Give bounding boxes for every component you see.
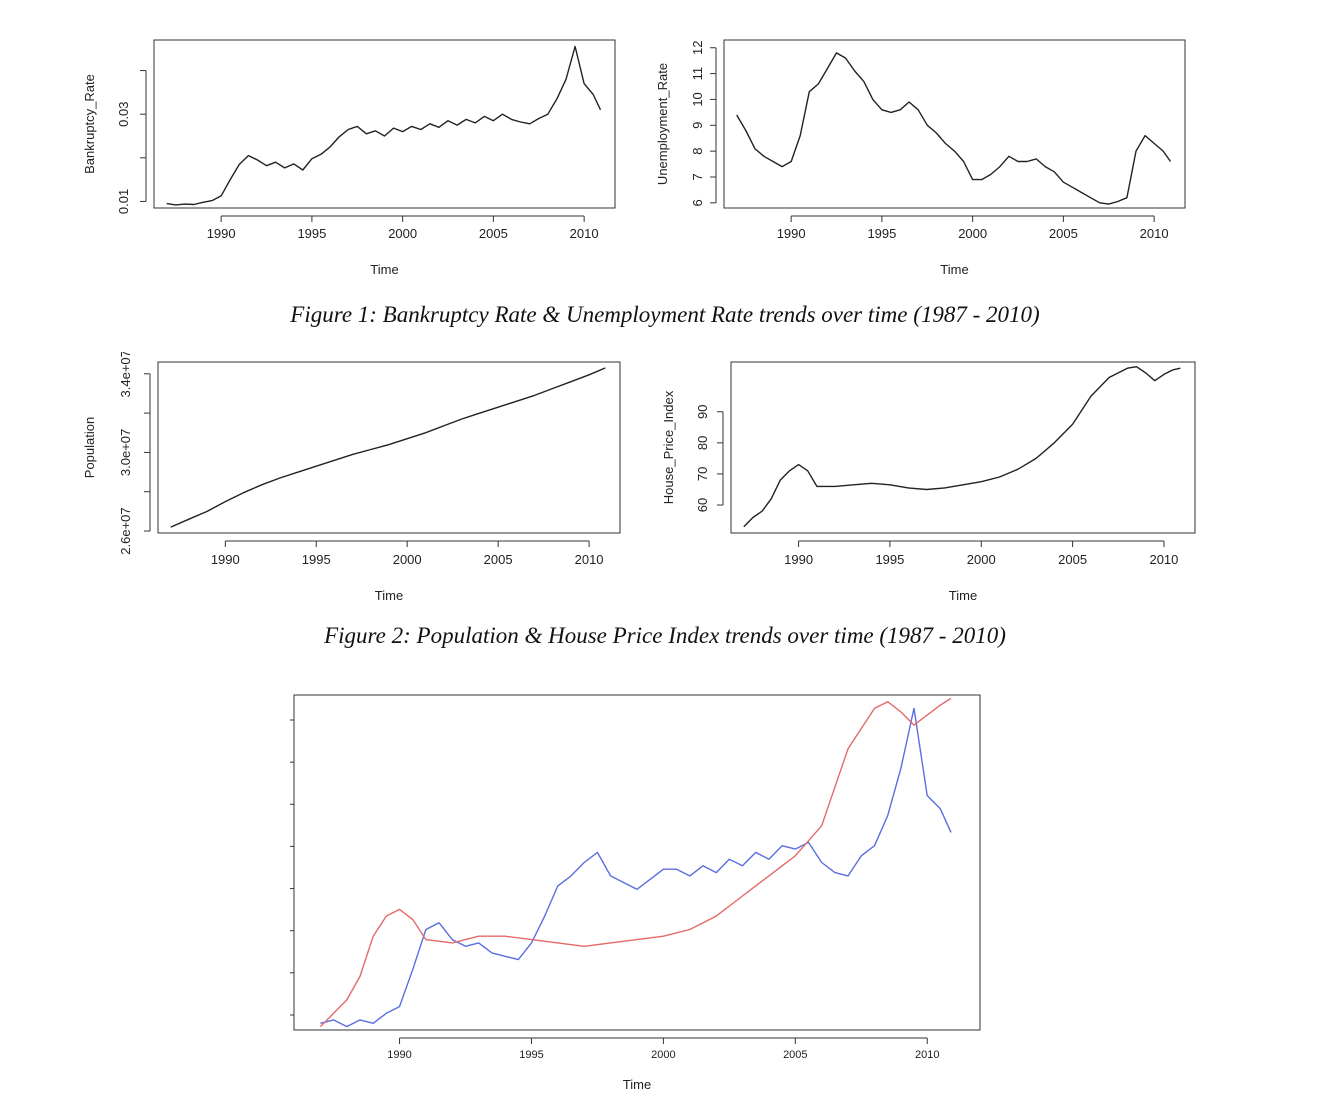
x-axis-label: Time <box>375 588 403 603</box>
x-tick-label: 2000 <box>958 226 987 241</box>
plot-frame <box>153 39 616 209</box>
y-tick-label: 8 <box>690 148 705 155</box>
x-tick-label: 2010 <box>1149 552 1178 567</box>
y-tick-label: 80 <box>695 436 710 450</box>
plot-frame <box>157 361 621 534</box>
x-tick-label: 1990 <box>211 552 240 567</box>
y-tick-label: 60 <box>695 498 710 512</box>
y-tick-label: 11 <box>690 67 705 81</box>
series-line-1 <box>743 365 1181 528</box>
population-chart: 1990 1995 2000 2005 2010 Time 2.6e+07 3.0e+07 3.… <box>82 352 621 603</box>
y-tick-label: 0.03 <box>116 102 131 127</box>
x-tick-label: 2010 <box>575 552 604 567</box>
y-tick-label: 6 <box>690 199 705 206</box>
x-tick-label: 1995 <box>875 552 904 567</box>
x-tick-label: 2005 <box>484 552 513 567</box>
x-axis-label: Time <box>370 262 398 277</box>
plot-frame <box>723 39 1186 209</box>
y-tick-label: 3.0e+07 <box>118 429 133 476</box>
x-tick-label: 2000 <box>651 1049 675 1061</box>
x-tick-label: 1995 <box>302 552 331 567</box>
house-price-index-chart: 1990 1995 2000 2005 2010 Time 60 70 80 90 House_Pr… <box>661 361 1196 603</box>
plot-frame <box>730 361 1196 534</box>
x-tick-label: 2010 <box>1140 226 1169 241</box>
x-tick-label: 1995 <box>519 1049 543 1061</box>
y-tick-label: 7 <box>690 173 705 180</box>
y-tick-label: 70 <box>695 467 710 481</box>
x-tick-label: 2000 <box>388 226 417 241</box>
x-axis-label: Time <box>940 262 968 277</box>
y-tick-label: 2.6e+07 <box>118 507 133 554</box>
x-tick-label: 2005 <box>1049 226 1078 241</box>
x-tick-label: 1995 <box>297 226 326 241</box>
y-tick-label: 9 <box>690 122 705 129</box>
x-tick-label: 2010 <box>570 226 599 241</box>
y-axis-label: Bankruptcy_Rate <box>82 74 97 174</box>
figure2-caption: Figure 2: Population & House Price Index… <box>324 623 1006 648</box>
x-tick-label: 1990 <box>777 226 806 241</box>
y-axis-label: Unemployment_Rate <box>655 63 670 185</box>
x-tick-label: 1995 <box>867 226 896 241</box>
x-tick-label: 2005 <box>479 226 508 241</box>
series-line-1 <box>320 707 952 1028</box>
y-tick-label: 12 <box>690 41 705 55</box>
x-tick-label: 1990 <box>207 226 236 241</box>
series-line-1 <box>166 45 602 206</box>
x-tick-label: 2005 <box>1058 552 1087 567</box>
bankruptcy-rate-chart: 1990 1995 2000 2005 2010 Time 0.01 0.03 Bankrupt… <box>82 39 616 277</box>
plot-frame <box>293 694 981 1031</box>
x-tick-label: 2005 <box>783 1049 807 1061</box>
unemployment-rate-chart: 1990 1995 2000 2005 2010 Time 6 7 8 9 10 11 12 Unempl… <box>655 39 1186 277</box>
y-tick-label: 90 <box>695 405 710 419</box>
y-tick-label: 0.01 <box>116 189 131 214</box>
x-tick-label: 2000 <box>967 552 996 567</box>
y-tick-label: 10 <box>690 92 705 106</box>
y-axis-label: Population <box>82 417 97 478</box>
y-axis-label: House_Price_Index <box>661 390 676 504</box>
series-line-1 <box>170 367 606 528</box>
x-tick-label: 2010 <box>915 1049 939 1061</box>
y-tick-label: 3.4e+07 <box>118 352 133 397</box>
x-axis-label: Time <box>949 588 977 603</box>
x-tick-label: 2000 <box>393 552 422 567</box>
figure1-caption: Figure 1: Bankruptcy Rate & Unemployment… <box>290 302 1040 327</box>
series-line-2 <box>319 697 952 1028</box>
x-axis-label: Time <box>623 1077 651 1092</box>
overlay-chart: 1990 1995 2000 2005 2010 Time <box>290 694 981 1092</box>
x-tick-label: 1990 <box>784 552 813 567</box>
x-tick-label: 1990 <box>387 1049 411 1061</box>
series-line-1 <box>736 52 1172 205</box>
